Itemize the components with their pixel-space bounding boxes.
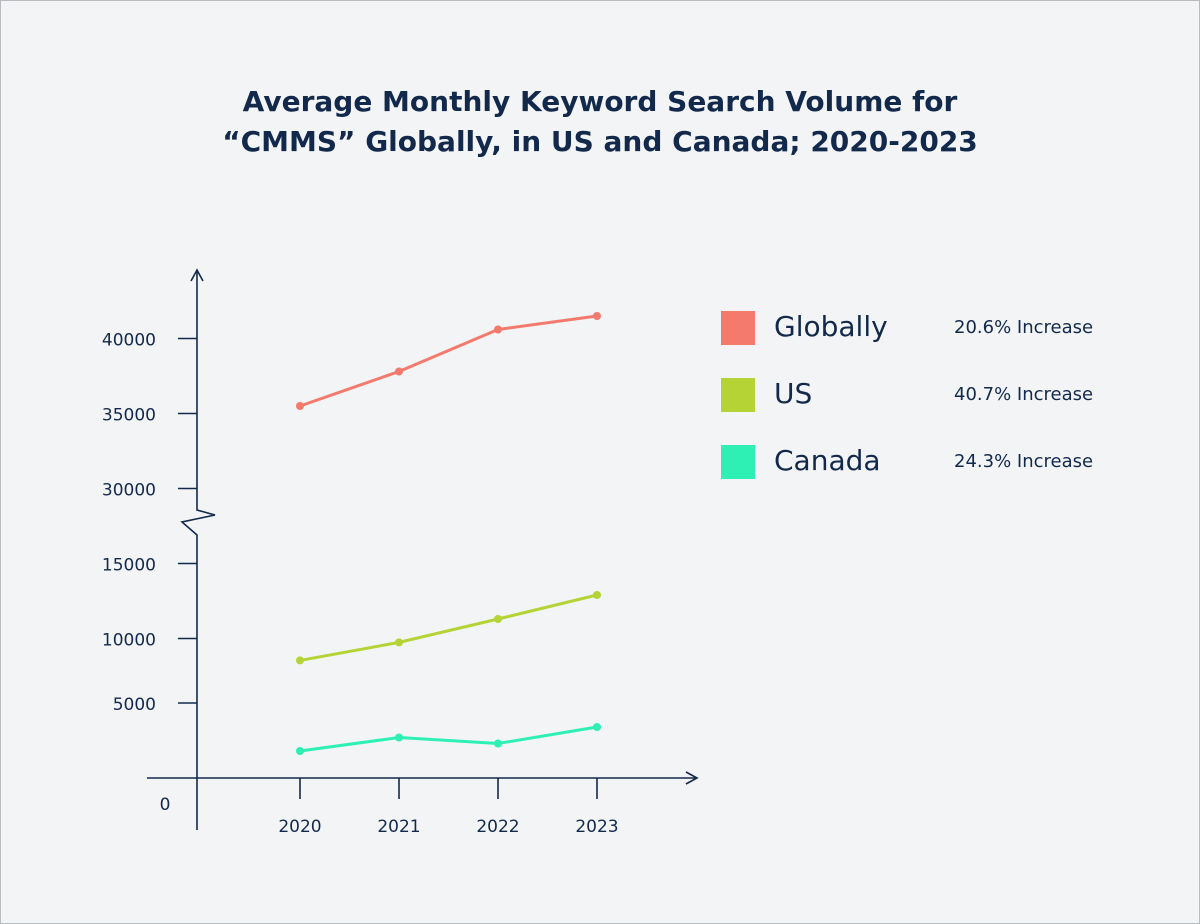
data-point-canada bbox=[296, 747, 304, 755]
data-point-us bbox=[296, 656, 304, 665]
series-line-globally bbox=[299, 314, 598, 408]
data-point-canada bbox=[494, 739, 502, 748]
y-tick-label: 5000 bbox=[113, 695, 156, 715]
y-tick-label: 15000 bbox=[102, 556, 156, 576]
data-point-globally bbox=[296, 402, 304, 410]
y-tick-label: 40000 bbox=[102, 331, 156, 351]
y-tick-label: 0 bbox=[160, 795, 171, 815]
y-axis-arrow bbox=[190, 268, 204, 282]
data-point-us bbox=[494, 615, 502, 623]
x-axis-arrow bbox=[685, 771, 699, 785]
x-tick-label: 2023 bbox=[575, 817, 618, 837]
legend-label: Canada bbox=[774, 444, 881, 477]
legend-label: Globally bbox=[774, 310, 888, 343]
y-tick-label: 35000 bbox=[102, 406, 156, 426]
legend-label: US bbox=[774, 377, 813, 410]
data-point-globally bbox=[593, 312, 601, 320]
chart-title-line-1: Average Monthly Keyword Search Volume fo… bbox=[242, 85, 958, 118]
y-tick-label: 10000 bbox=[102, 631, 156, 651]
legend-increase-note: 40.7% Increase bbox=[954, 384, 1094, 405]
series-line-canada bbox=[299, 725, 598, 753]
chart-title-line-2: “CMMS” Globally, in US and Canada; 2020-… bbox=[222, 125, 978, 158]
data-point-us bbox=[395, 638, 403, 647]
x-tick-label: 2020 bbox=[278, 817, 321, 837]
x-tick-label: 2021 bbox=[377, 817, 420, 837]
data-point-globally bbox=[494, 325, 502, 334]
data-point-us bbox=[593, 591, 601, 599]
series-layer bbox=[296, 312, 601, 755]
y-tick-label: 30000 bbox=[102, 481, 156, 501]
series-line-us bbox=[299, 593, 598, 662]
legend-swatch-canada bbox=[721, 445, 755, 479]
legend-swatch-globally bbox=[721, 311, 755, 345]
legend-increase-note: 20.6% Increase bbox=[954, 317, 1094, 338]
data-point-canada bbox=[593, 723, 601, 731]
legend-increase-note: 24.3% Increase bbox=[954, 451, 1094, 472]
chart-title: Average Monthly Keyword Search Volume fo… bbox=[0, 82, 1200, 162]
x-tick-label: 2022 bbox=[476, 817, 519, 837]
legend-swatch-us bbox=[721, 378, 755, 412]
data-point-globally bbox=[395, 367, 403, 376]
data-point-canada bbox=[395, 733, 403, 742]
y-axis-line bbox=[180, 270, 216, 830]
axes: 0 5000 10000 15000 30000 35000 40000 2020 2021 20… bbox=[102, 268, 699, 837]
